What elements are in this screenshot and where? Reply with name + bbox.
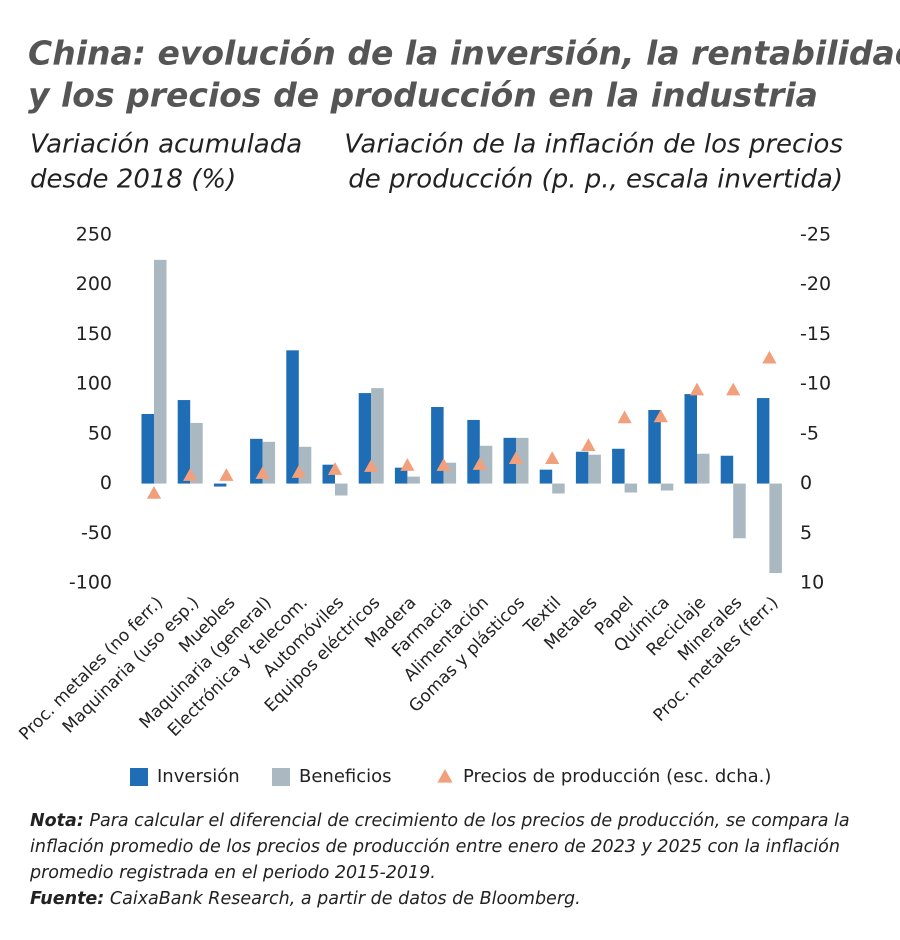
chart-title: China: evolución de la inversión, la ren…: [28, 34, 900, 73]
bar: [516, 437, 529, 484]
bar: [213, 483, 227, 487]
y-tick-label: -50: [81, 522, 112, 544]
marker: [327, 462, 343, 475]
bar: [575, 451, 589, 484]
marker: [183, 468, 198, 481]
y-tick-label: 50: [88, 422, 112, 444]
legend-label: Inversión: [157, 766, 240, 787]
bar: [394, 467, 408, 484]
note-label: Nota:: [30, 811, 84, 831]
bar: [431, 407, 444, 484]
source: Fuente: CaixaBank Research, a partir de …: [30, 886, 870, 912]
marker: [219, 468, 234, 481]
marker: [400, 458, 415, 471]
y-tick-label: -100: [69, 572, 112, 594]
y2-tick-label: -15: [800, 323, 831, 345]
y2-tick-label: 0: [800, 472, 812, 494]
marker: [762, 350, 777, 364]
y-tick-label: 100: [76, 373, 112, 395]
y-tick-label: 200: [76, 273, 112, 295]
y-axis-title: Variación acumulada: [30, 130, 302, 160]
y-tick-label: 150: [76, 323, 112, 345]
marker: [726, 382, 741, 396]
marker: [581, 438, 596, 452]
legend-label: Precios de producción (esc. dcha.): [463, 766, 771, 787]
y2-tick-label: -20: [800, 273, 831, 295]
marker: [689, 382, 705, 396]
bar: [467, 419, 480, 484]
bar: [479, 445, 493, 484]
bar: [286, 350, 299, 484]
bar: [588, 454, 601, 484]
bar: [298, 446, 312, 484]
bar: [358, 393, 372, 484]
y-tick-label: 250: [76, 224, 112, 246]
bar: [141, 413, 154, 484]
legend-swatch: [272, 768, 290, 786]
bar: [648, 409, 661, 484]
y2-tick-label: 10: [800, 572, 824, 594]
y2-tick-label: 5: [800, 522, 812, 544]
bar: [371, 388, 384, 484]
marker: [364, 459, 379, 472]
bar: [697, 453, 710, 484]
legend-swatch: [130, 768, 148, 786]
bar: [190, 422, 203, 484]
y-axis-title: desde 2018 (%): [30, 165, 236, 195]
marker: [255, 466, 270, 479]
source-label: Fuente:: [30, 889, 105, 909]
bar: [335, 483, 348, 496]
bar: [177, 400, 191, 484]
chart-title: y los precios de producción en la indust…: [28, 76, 818, 115]
bar: [684, 394, 697, 484]
bar: [407, 476, 420, 484]
marker: [653, 409, 668, 423]
chart: China: evolución de la inversión, la ren…: [15, 34, 900, 788]
y-tick-label: 0: [100, 472, 112, 494]
bar: [756, 398, 770, 484]
bar: [733, 483, 746, 539]
bar: [612, 448, 625, 484]
bar: [503, 437, 516, 484]
notes: Nota: Para calcular el diferencial de cr…: [30, 808, 870, 912]
bar: [660, 483, 674, 491]
note: Nota: Para calcular el diferencial de cr…: [30, 808, 870, 886]
y2-axis-title: de producción (p. p., escala invertida): [348, 165, 843, 195]
bar: [539, 469, 553, 484]
y2-tick-label: -5: [800, 422, 819, 444]
y2-tick-label: -25: [800, 224, 831, 246]
bar: [624, 483, 638, 493]
marker: [508, 451, 524, 464]
source-text: CaixaBank Research, a partir de datos de…: [109, 889, 581, 909]
y2-axis-title: Variación de la inflación de los precios: [344, 130, 843, 160]
bar: [552, 483, 565, 494]
marker: [472, 457, 487, 470]
y2-tick-label: -10: [800, 373, 831, 395]
note-text: Para calcular el diferencial de crecimie…: [30, 811, 850, 883]
marker: [291, 465, 306, 478]
marker: [617, 410, 632, 424]
marker: [436, 458, 451, 471]
legend-label: Beneficios: [299, 766, 392, 787]
bar: [720, 455, 734, 484]
marker: [545, 451, 560, 464]
legend-swatch: [437, 769, 453, 783]
bar: [154, 259, 167, 484]
marker: [146, 486, 162, 499]
bar: [769, 483, 782, 574]
